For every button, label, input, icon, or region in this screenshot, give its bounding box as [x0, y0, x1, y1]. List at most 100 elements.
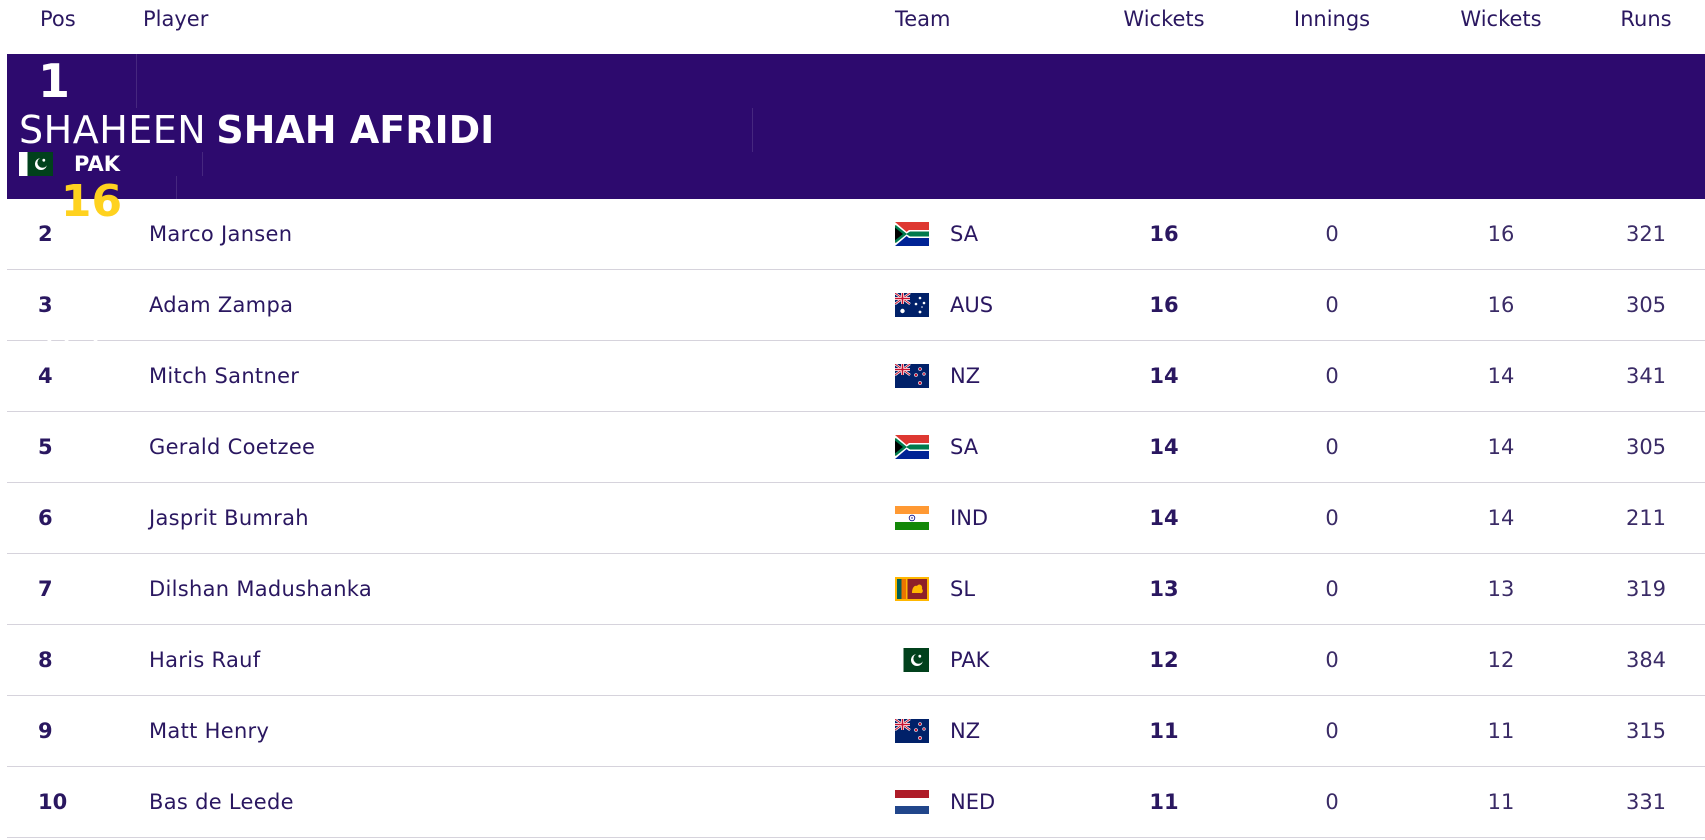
- row-runs: 305: [1625, 435, 1667, 459]
- row-runs: 331: [1625, 790, 1667, 814]
- table-row[interactable]: 2 Marco Jansen SA 16 0 16 321: [7, 199, 1705, 270]
- new-zealand-flag-icon: [895, 364, 929, 388]
- column-header-runs[interactable]: Runs: [1620, 7, 1672, 31]
- row-position: 7: [38, 577, 53, 601]
- column-header-wickets-2[interactable]: Wickets: [1460, 7, 1542, 31]
- row-player-name[interactable]: Matt Henry: [149, 719, 270, 743]
- table-row[interactable]: 10 Bas de Leede NED 11 0 11 331: [7, 767, 1705, 838]
- leader-row[interactable]: 1 SHAHEEN SHAH AFRIDI PAK 16 0 16 319: [7, 54, 1705, 356]
- row-team-code: NED: [950, 790, 996, 814]
- row-innings: 0: [1325, 222, 1339, 246]
- row-innings: 0: [1325, 506, 1339, 530]
- row-wickets-2: 11: [1487, 719, 1515, 743]
- row-team-code: NZ: [950, 364, 981, 388]
- row-runs: 321: [1625, 222, 1667, 246]
- row-team: NED: [883, 790, 1079, 814]
- row-team: NZ: [883, 719, 1079, 743]
- row-team-code: IND: [950, 506, 989, 530]
- row-innings: 0: [1325, 719, 1339, 743]
- column-header-team[interactable]: Team: [895, 7, 951, 31]
- row-wickets-2: 12: [1487, 648, 1515, 672]
- row-innings: 0: [1325, 435, 1339, 459]
- row-player-name[interactable]: Jasprit Bumrah: [149, 506, 309, 530]
- row-team: AUS: [883, 293, 1079, 317]
- row-team: SA: [883, 435, 1079, 459]
- row-player-name[interactable]: Gerald Coetzee: [149, 435, 316, 459]
- row-runs: 305: [1625, 293, 1667, 317]
- row-wickets-2: 14: [1487, 506, 1515, 530]
- row-position: 6: [38, 506, 53, 530]
- row-position: 3: [38, 293, 53, 317]
- table-row[interactable]: 7 Dilshan Madushanka SL 13 0 13 319: [7, 554, 1705, 625]
- column-header-player[interactable]: Player: [143, 7, 209, 31]
- row-team-code: SA: [950, 435, 979, 459]
- table-row[interactable]: 4 Mitch Santner NZ 14 0 14 341: [7, 341, 1705, 412]
- leader-player-name[interactable]: SHAHEEN SHAH AFRIDI: [7, 108, 753, 152]
- australia-flag-icon: [895, 293, 929, 317]
- row-innings: 0: [1325, 293, 1339, 317]
- row-team-code: SL: [950, 577, 976, 601]
- row-player-name[interactable]: Bas de Leede: [149, 790, 294, 814]
- leader-team-code: PAK: [74, 152, 120, 176]
- row-team: SL: [883, 577, 1079, 601]
- row-wickets: 13: [1149, 577, 1179, 601]
- row-position: 9: [38, 719, 53, 743]
- pakistan-flag-icon: [19, 152, 53, 176]
- row-wickets: 14: [1149, 506, 1179, 530]
- column-header-wickets[interactable]: Wickets: [1123, 7, 1205, 31]
- table-row[interactable]: 9 Matt Henry NZ 11 0 11 315: [7, 696, 1705, 767]
- row-position: 2: [38, 222, 53, 246]
- row-runs: 315: [1625, 719, 1667, 743]
- new-zealand-flag-icon: [895, 719, 929, 743]
- row-wickets: 16: [1149, 293, 1179, 317]
- row-position: 8: [38, 648, 53, 672]
- row-wickets: 14: [1149, 435, 1179, 459]
- row-team-code: PAK: [950, 648, 990, 672]
- row-wickets-2: 16: [1487, 293, 1515, 317]
- row-player-name[interactable]: Haris Rauf: [149, 648, 261, 672]
- row-wickets-2: 11: [1487, 790, 1515, 814]
- row-innings: 0: [1325, 364, 1339, 388]
- row-runs: 384: [1625, 648, 1667, 672]
- column-header-innings[interactable]: Innings: [1293, 7, 1371, 31]
- row-team: NZ: [883, 364, 1079, 388]
- table-row[interactable]: 8 Haris Rauf PAK 12 0 12 384: [7, 625, 1705, 696]
- table-row[interactable]: 6 Jasprit Bumrah IND 14 0 14 211: [7, 483, 1705, 554]
- column-header-pos[interactable]: Pos: [40, 7, 76, 31]
- row-wickets-2: 14: [1487, 435, 1515, 459]
- row-innings: 0: [1325, 577, 1339, 601]
- row-player-name[interactable]: Marco Jansen: [149, 222, 293, 246]
- row-wickets: 16: [1149, 222, 1179, 246]
- south-africa-flag-icon: [895, 435, 929, 459]
- row-wickets: 12: [1149, 648, 1179, 672]
- row-wickets: 11: [1149, 719, 1179, 743]
- row-team: SA: [883, 222, 1079, 246]
- leader-runs: 319: [30, 313, 102, 356]
- row-innings: 0: [1325, 790, 1339, 814]
- row-position: 4: [38, 364, 53, 388]
- row-wickets-2: 14: [1487, 364, 1515, 388]
- row-player-name[interactable]: Adam Zampa: [149, 293, 294, 317]
- row-runs: 319: [1625, 577, 1667, 601]
- table-body: 2 Marco Jansen SA 16 0 16 321 3 Adam Zam…: [7, 199, 1705, 838]
- row-runs: 211: [1625, 506, 1667, 530]
- leaderboard-table: Pos Player Team Wickets Innings Wickets …: [7, 0, 1705, 838]
- netherlands-flag-icon: [895, 790, 929, 814]
- row-position: 5: [38, 435, 53, 459]
- south-africa-flag-icon: [895, 222, 929, 246]
- leader-first-name: SHAHEEN: [19, 108, 207, 152]
- row-wickets-2: 16: [1487, 222, 1515, 246]
- india-flag-icon: [895, 506, 929, 530]
- row-innings: 0: [1325, 648, 1339, 672]
- leader-position: 1: [7, 54, 137, 108]
- row-team: PAK: [883, 648, 1079, 672]
- sri-lanka-flag-icon: [895, 577, 929, 601]
- table-row[interactable]: 3 Adam Zampa AUS 16 0 16 305: [7, 270, 1705, 341]
- row-player-name[interactable]: Mitch Santner: [149, 364, 300, 388]
- row-player-name[interactable]: Dilshan Madushanka: [149, 577, 373, 601]
- row-wickets: 11: [1149, 790, 1179, 814]
- table-row[interactable]: 5 Gerald Coetzee SA 14 0 14 305: [7, 412, 1705, 483]
- row-wickets: 14: [1149, 364, 1179, 388]
- row-team-code: SA: [950, 222, 979, 246]
- row-team: IND: [883, 506, 1079, 530]
